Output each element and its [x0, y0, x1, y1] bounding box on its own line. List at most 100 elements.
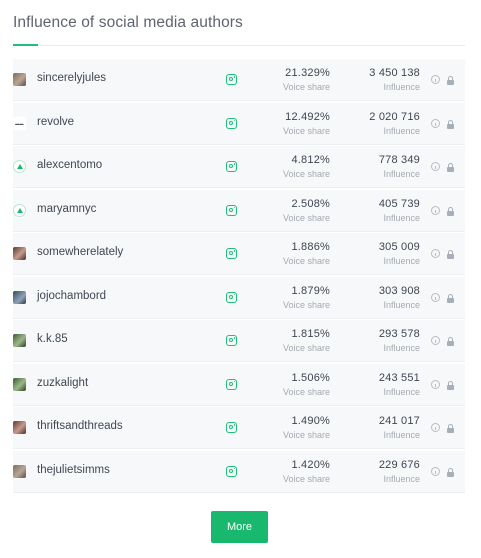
info-icon[interactable]: [431, 118, 440, 128]
instagram-icon: [226, 378, 237, 390]
voice-share-value: 12.492%: [285, 110, 330, 123]
influence-label: Influence: [383, 473, 420, 484]
info-icon[interactable]: [431, 423, 440, 432]
author-row[interactable]: ▬▬ revolve 12.492% Voice share 2 020 716…: [13, 102, 465, 145]
avatar: [13, 203, 26, 217]
author-row[interactable]: sincerelyjules 21.329% Voice share 3 450…: [13, 59, 465, 101]
voice-share-cell: 4.812% Voice share: [283, 154, 330, 179]
instagram-icon: [226, 335, 237, 346]
voice-share-value: 1.490%: [291, 415, 330, 427]
influence-label: Influence: [383, 212, 420, 223]
avatar: [13, 73, 26, 86]
influence-cell: 243 551 Influence: [379, 372, 420, 397]
author-name[interactable]: thriftsandthreads: [37, 420, 123, 432]
influence-label: Influence: [383, 386, 420, 397]
author-name[interactable]: somewherelately: [37, 246, 124, 258]
influence-value: 293 578: [378, 328, 420, 340]
influence-label: Influence: [383, 430, 420, 440]
author-row[interactable]: maryamnyc 2.508% Voice share 405 739 Inf…: [13, 189, 465, 232]
lock-icon[interactable]: [447, 337, 454, 346]
influence-value: 241 017: [378, 415, 420, 427]
voice-share-label: Voice share: [282, 169, 330, 179]
instagram-icon: [226, 291, 237, 303]
voice-share-value: 1.815%: [291, 328, 330, 340]
lock-icon[interactable]: [447, 119, 454, 129]
lock-icon[interactable]: [447, 163, 454, 172]
instagram-icon: [226, 74, 237, 85]
lock-icon[interactable]: [447, 76, 454, 85]
influence-cell: 305 009 Influence: [379, 241, 420, 266]
info-icon[interactable]: [431, 336, 440, 345]
avatar: [13, 160, 26, 173]
author-row[interactable]: alexcentomo 4.812% Voice share 778 349 I…: [13, 146, 465, 188]
info-icon[interactable]: [431, 205, 440, 215]
voice-share-label: Voice share: [282, 343, 330, 353]
voice-share-label: Voice share: [282, 386, 330, 397]
authors-list: sincerelyjules 21.329% Voice share 3 450…: [13, 59, 465, 494]
influence-value: 2 020 716: [369, 110, 420, 123]
voice-share-cell: 1.879% Voice share: [283, 285, 330, 310]
voice-share-cell: 1.490% Voice share: [283, 415, 330, 440]
author-name[interactable]: revolve: [37, 115, 75, 128]
panel-title: Influence of social media authors: [13, 14, 243, 31]
info-icon[interactable]: [431, 75, 440, 84]
info-icon[interactable]: [431, 292, 440, 302]
influence-label: Influence: [383, 169, 420, 179]
voice-share-label: Voice share: [282, 473, 330, 484]
lock-icon[interactable]: [447, 424, 454, 433]
avatar: [13, 247, 26, 260]
lock-icon[interactable]: [447, 250, 454, 259]
instagram-icon: [226, 117, 237, 129]
lock-icon[interactable]: [447, 467, 454, 477]
influence-cell: 2 020 716 Influence: [369, 111, 420, 136]
title-accent-bar: [13, 44, 38, 46]
lock-icon[interactable]: [447, 380, 454, 390]
influence-cell: 405 739 Influence: [379, 198, 420, 223]
voice-share-cell: 2.508% Voice share: [283, 198, 330, 223]
voice-share-value: 1.420%: [291, 458, 330, 471]
author-name[interactable]: k.k.85: [37, 333, 68, 345]
voice-share-value: 1.886%: [291, 241, 330, 253]
title-divider: [13, 45, 465, 46]
author-row[interactable]: thejulietsimms 1.420% Voice share 229 67…: [13, 450, 465, 493]
author-name[interactable]: thejulietsimms: [37, 463, 110, 476]
influence-value: 405 739: [378, 197, 420, 210]
lock-icon[interactable]: [447, 293, 454, 303]
info-icon[interactable]: [431, 162, 440, 171]
influence-cell: 303 908 Influence: [379, 285, 420, 310]
lock-icon[interactable]: [447, 206, 454, 216]
author-name[interactable]: zuzkalight: [37, 376, 89, 389]
author-name[interactable]: jojochambord: [37, 289, 107, 302]
info-icon[interactable]: [431, 466, 440, 476]
influence-label: Influence: [383, 299, 420, 310]
info-icon[interactable]: [431, 249, 440, 258]
voice-share-cell: 1.886% Voice share: [283, 241, 330, 266]
influence-value: 3 450 138: [369, 67, 420, 79]
influence-value: 778 349: [378, 154, 420, 166]
influence-cell: 3 450 138 Influence: [369, 67, 420, 92]
influence-value: 243 551: [378, 371, 420, 384]
voice-share-label: Voice share: [282, 125, 330, 136]
author-name[interactable]: alexcentomo: [37, 159, 103, 171]
author-row[interactable]: thriftsandthreads 1.490% Voice share 241…: [13, 407, 465, 449]
author-name[interactable]: maryamnyc: [37, 202, 97, 215]
author-name[interactable]: sincerelyjules: [37, 72, 107, 84]
influence-label: Influence: [383, 343, 420, 353]
influence-label: Influence: [383, 125, 420, 136]
author-row[interactable]: k.k.85 1.815% Voice share 293 578 Influe…: [13, 320, 465, 362]
more-button[interactable]: More: [211, 511, 268, 543]
instagram-icon: [226, 465, 237, 477]
voice-share-value: 2.508%: [291, 197, 330, 210]
influence-value: 305 009: [378, 241, 420, 253]
voice-share-label: Voice share: [282, 430, 330, 440]
voice-share-label: Voice share: [282, 256, 330, 266]
influence-value: 229 676: [378, 458, 420, 471]
voice-share-cell: 12.492% Voice share: [283, 111, 330, 136]
author-row[interactable]: somewherelately 1.886% Voice share 305 0…: [13, 233, 465, 275]
info-icon[interactable]: [431, 379, 440, 389]
instagram-icon: [226, 422, 237, 433]
instagram-icon: [226, 161, 237, 172]
author-row[interactable]: jojochambord 1.879% Voice share 303 908 …: [13, 276, 465, 319]
author-row[interactable]: zuzkalight 1.506% Voice share 243 551 In…: [13, 363, 465, 406]
voice-share-value: 21.329%: [285, 67, 330, 79]
